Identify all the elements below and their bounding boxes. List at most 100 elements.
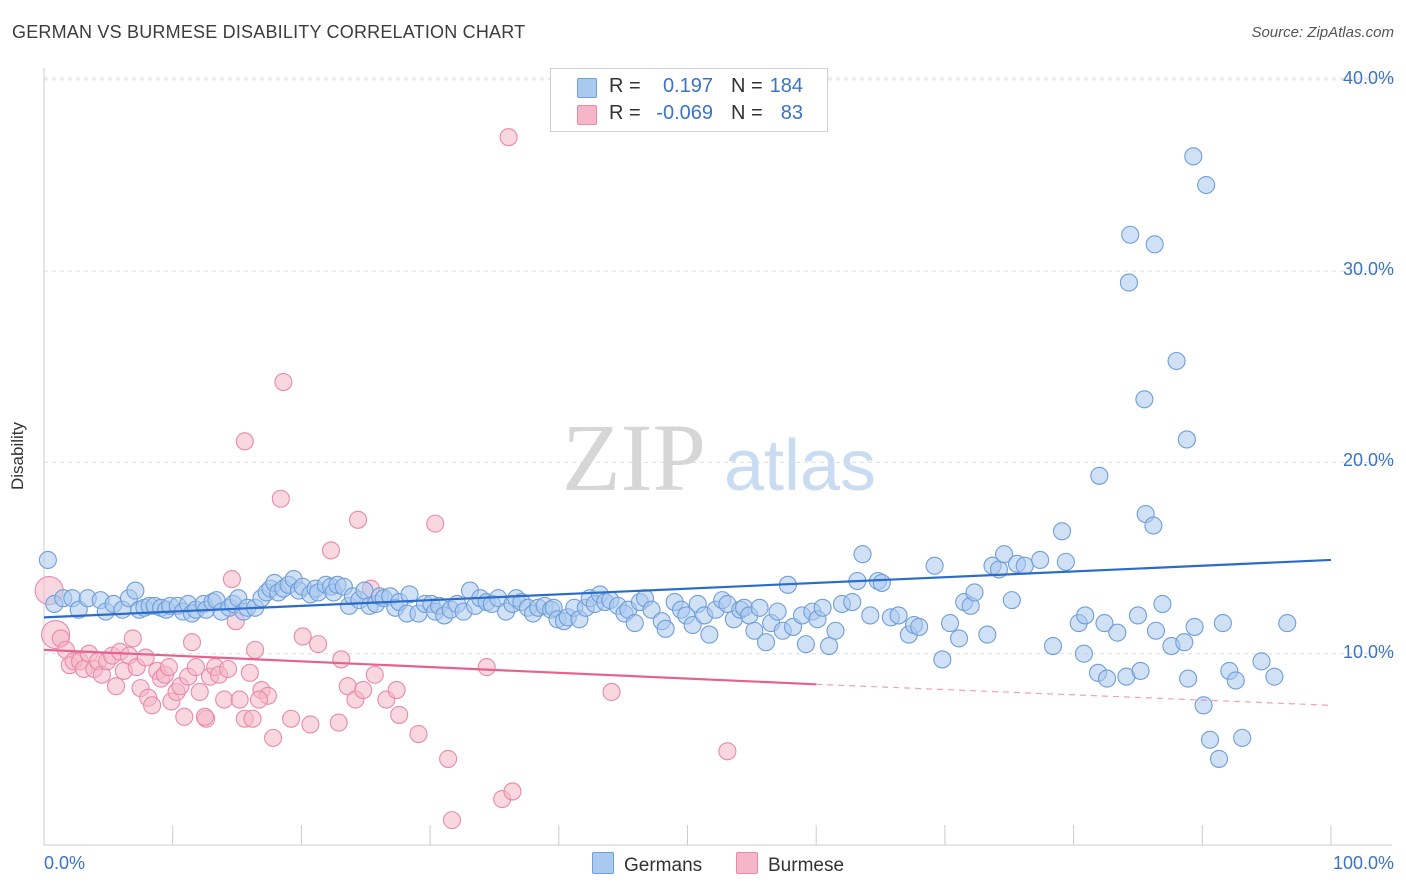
german-point [1194,696,1213,715]
burmese-point [439,749,458,768]
r-label: R = [609,102,641,124]
german-point [700,625,719,644]
burmese-point [718,742,737,761]
burmese-point [159,658,178,677]
n-label: N = [731,75,763,97]
german-point [1197,175,1216,195]
german-point [1146,621,1166,640]
german-point [889,606,908,625]
legend-label-germans: Germans [624,855,703,876]
trendlines [43,558,1332,706]
burmese-point [602,682,621,702]
burmese-point [321,541,341,560]
german-point [1131,661,1150,680]
legend-item-germans[interactable]: Germans [592,852,702,877]
german-point [768,602,787,621]
german-point [872,573,891,592]
legend-label-burmese: Burmese [768,855,845,876]
german-point [1135,390,1154,409]
burmese-point [243,709,262,728]
german-point [1031,550,1050,570]
y-tick-label: 30.0% [1342,259,1394,280]
german-point [1265,667,1284,686]
stats-legend-row-germans: R = 0.197 N = 184 [551,75,827,101]
german-point [355,581,374,600]
german-point [1200,730,1220,749]
burmese-point [354,680,373,700]
burmese-point [442,811,462,830]
r-value: -0.069 [656,102,713,124]
german-point [1119,273,1138,292]
burmese-point [282,709,301,728]
burmese-point [190,682,209,702]
burmese-legend-swatch [736,852,758,874]
german-point [1175,633,1194,652]
german-point [642,600,661,619]
source-label: Source: ZipAtlas.com [1251,24,1394,41]
german-point [1278,614,1297,633]
burmese-point [329,713,348,732]
burmese-trendline-extension [816,683,1332,706]
german-point [1179,669,1198,688]
german-point [995,545,1014,564]
german-point [1145,235,1164,254]
german-point [1043,636,1063,656]
burmese-point [143,696,162,715]
n-label: N = [731,102,763,124]
burmese-point [426,514,445,533]
german-point [1177,430,1196,449]
r-value: 0.197 [662,75,713,97]
burmese-point [175,707,194,726]
burmese-point [249,690,268,709]
german-point [756,633,776,652]
german-point [843,592,862,612]
burmese-swatch [577,105,597,125]
german-point [813,598,832,617]
german-point [1184,147,1203,166]
legend-item-burmese[interactable]: Burmese [736,852,844,877]
german-point [1213,614,1232,633]
german-point [1052,522,1072,541]
watermark-zip: ZIP [562,404,706,511]
stats-legend-row-burmese: R = -0.069 N = 83 [551,102,827,128]
burmese-point [309,635,328,654]
german-point [1167,351,1186,371]
german-point [656,619,675,638]
axes [43,68,1392,846]
burmese-point [477,658,496,677]
watermark: ZIP atlas [562,404,876,511]
n-value: 83 [780,102,803,124]
german-point [683,615,702,635]
burmese-point [182,633,202,652]
german-point [940,614,960,633]
y-tick-label: 10.0% [1342,641,1394,662]
german-point [910,617,929,636]
burmese-point [195,707,214,726]
burmese-point [123,629,142,648]
burmese-point [503,782,522,801]
watermark-atlas: atlas [724,426,876,506]
burmese-point [365,665,384,684]
german-point [1144,516,1163,535]
german-point [796,635,815,654]
burmese-point [215,690,234,709]
burmese-point [274,373,293,392]
german-point [625,614,644,633]
german-point [820,636,839,656]
x-tick-label: 0.0% [44,853,86,873]
germans-legend-swatch [592,852,614,874]
german-point [1002,591,1021,610]
german-point [1153,594,1172,614]
burmese-point [499,128,518,147]
x-tick-label: 100.0% [1332,853,1394,873]
stats-legend: R = 0.197 N = 184 R = -0.069 N = 83 [550,68,828,132]
burmese-point [390,705,409,724]
y-axis-label: Disability [8,421,27,491]
burmese-point [293,627,312,646]
german-point [1095,614,1114,633]
german-point [1233,728,1252,747]
burmese-point [222,570,241,589]
german-point [978,625,997,644]
burmese-point [240,663,259,682]
